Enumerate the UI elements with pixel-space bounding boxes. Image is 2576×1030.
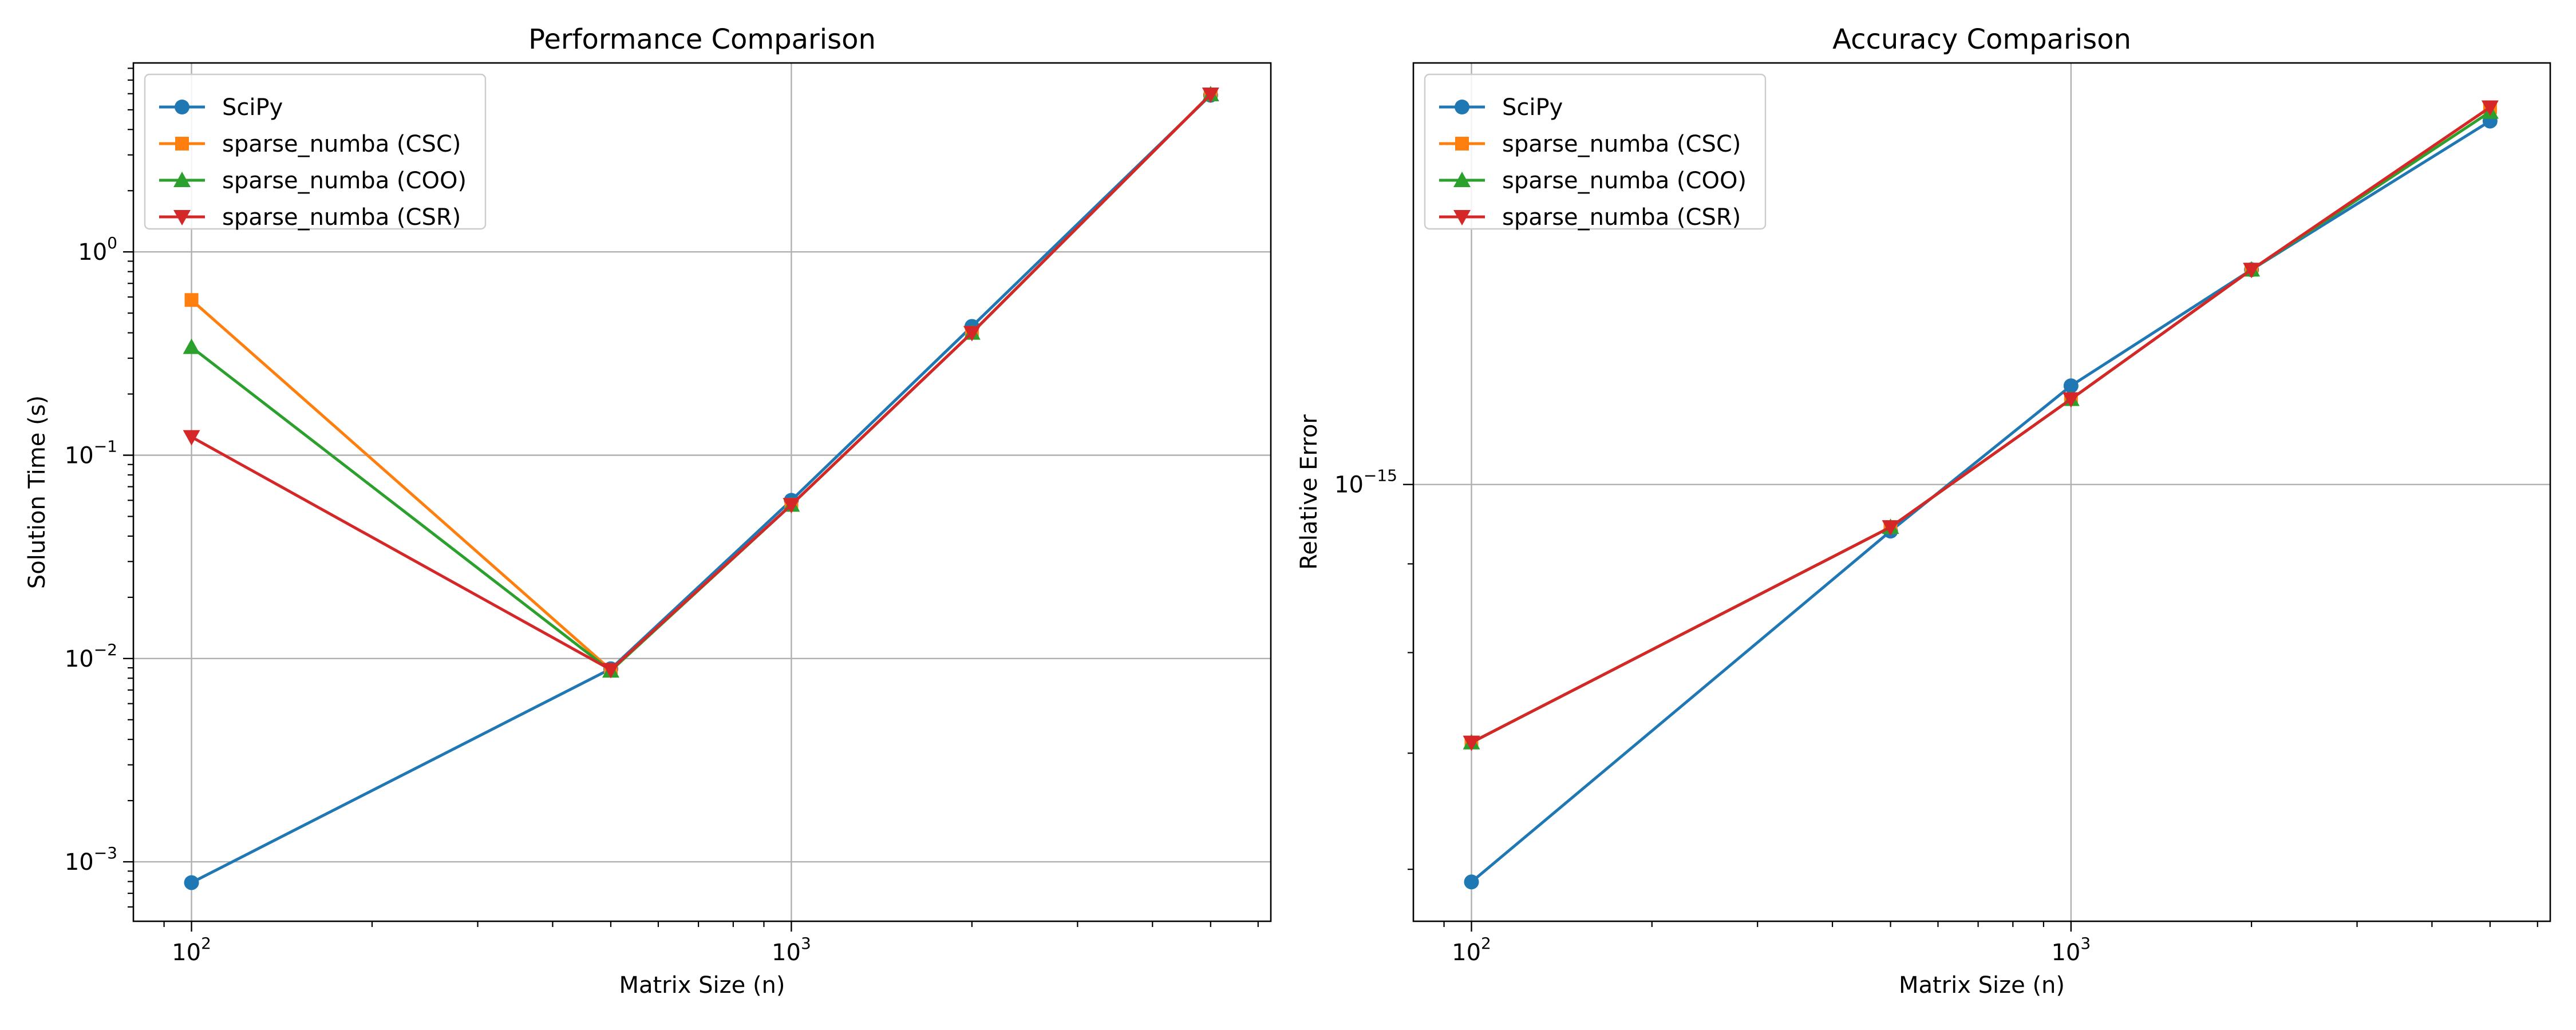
x-tick-label: 102	[1452, 934, 1491, 966]
x-axis-label: Matrix Size (n)	[1899, 972, 2065, 999]
data-point	[2063, 378, 2079, 394]
data-point	[2481, 100, 2499, 116]
legend: SciPy sparse_numba (CSC) sparse_numba (COO…	[1424, 73, 1767, 231]
y-tick-label: 100	[78, 233, 117, 266]
y-axis-label: Solution Time (s)	[24, 395, 50, 589]
data-point	[2062, 392, 2080, 408]
y-tick-label: 10−15	[1334, 466, 1397, 498]
chart-title: Accuracy Comparison	[1832, 23, 2131, 56]
data-point	[1882, 520, 1899, 536]
legend-marker	[1453, 172, 1471, 187]
y-tick-label: 10−3	[65, 843, 117, 876]
chart-title: Performance Comparison	[528, 23, 876, 56]
y-axis-label: Relative Error	[1296, 414, 1322, 570]
data-point	[1202, 88, 1219, 104]
legend-marker	[1453, 210, 1471, 225]
series-line	[1470, 120, 2491, 884]
legend-marker	[1455, 100, 1469, 114]
legend-label: sparse_numba (CSC)	[1502, 131, 1741, 157]
legend: SciPy sparse_numba (CSC) sparse_numba (COO…	[144, 73, 487, 231]
data-point	[184, 875, 199, 890]
data-point	[184, 293, 199, 307]
x-tick-label: 103	[772, 934, 811, 966]
y-tick-label: 10−1	[65, 437, 117, 469]
performance-chart: 102 103 10−3 10−2 10−1 100 Performance Compari…	[24, 23, 1272, 999]
legend-label: sparse_numba (CSR)	[222, 204, 461, 231]
data-point	[783, 498, 800, 514]
legend-box	[144, 73, 487, 230]
legend-label: SciPy	[222, 94, 283, 121]
data-point	[2243, 263, 2261, 279]
data-point	[963, 326, 981, 342]
data-point	[183, 338, 200, 354]
x-tick-label: 103	[2051, 934, 2091, 966]
data-point	[1464, 874, 1479, 890]
series-group	[183, 86, 1219, 890]
legend-label: sparse_numba (CSC)	[222, 131, 461, 157]
data-point	[602, 663, 619, 679]
axes-frame	[1412, 62, 2551, 922]
legend-label: sparse_numba (COO)	[1502, 168, 1747, 194]
series-group	[1463, 100, 2499, 890]
legend-marker	[173, 210, 191, 225]
legend-label: SciPy	[1502, 94, 1563, 121]
legend-marker	[173, 172, 191, 187]
x-tick-label: 102	[172, 934, 211, 966]
legend-marker	[1455, 137, 1469, 150]
legend-marker	[175, 100, 189, 114]
axes-frame	[132, 62, 1272, 922]
legend-marker	[175, 137, 189, 150]
legend-label: sparse_numba (COO)	[222, 168, 467, 194]
x-axis-label: Matrix Size (n)	[619, 972, 785, 999]
y-tick-label: 10−2	[65, 640, 117, 672]
data-point	[1463, 735, 1480, 751]
data-point	[183, 430, 200, 446]
accuracy-chart: 102 103 10−15 Accuracy Comparison Matrix Siz…	[1296, 23, 2551, 999]
legend-label: sparse_numba (CSR)	[1502, 204, 1741, 231]
legend-box	[1424, 73, 1767, 230]
